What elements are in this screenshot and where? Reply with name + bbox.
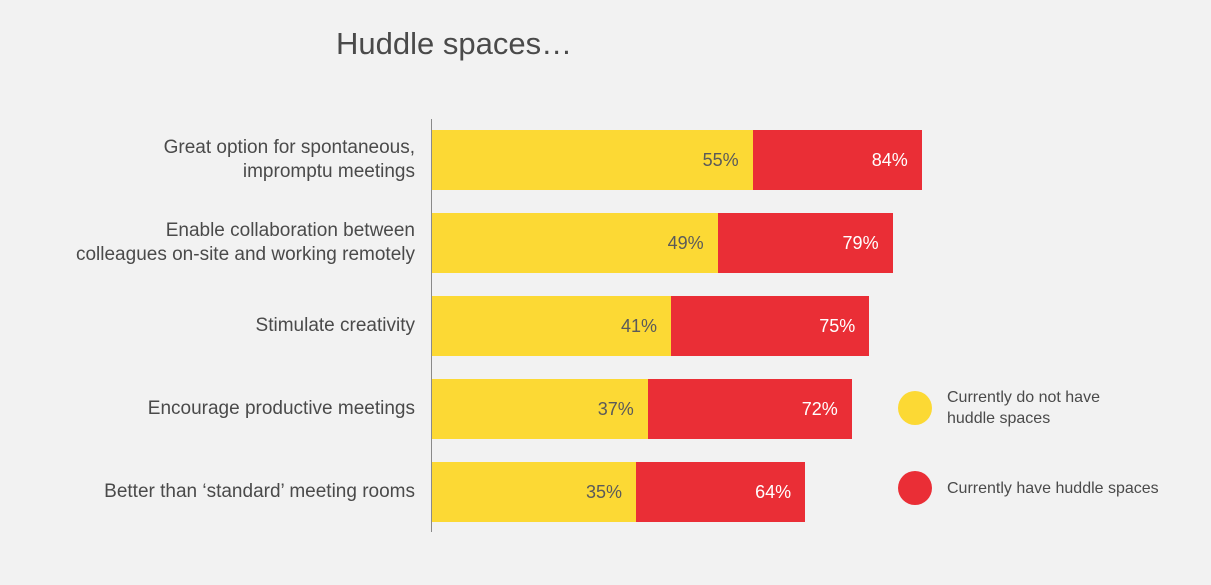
data-label: 41% <box>621 316 658 336</box>
bar-segment-has-huddle <box>717 213 893 273</box>
legend-swatch <box>898 391 932 425</box>
bar-segment-no-huddle <box>432 379 648 439</box>
bar-segment-has-huddle <box>671 296 870 356</box>
legend-label: Currently have huddle spaces <box>947 479 1159 497</box>
bar-segment-has-huddle <box>647 379 852 439</box>
data-label: 64% <box>755 482 792 502</box>
bar-segment-no-huddle <box>432 462 637 522</box>
category-label: Enable collaboration between colleagues … <box>75 220 415 265</box>
data-label: 79% <box>842 233 879 253</box>
bar-segment-has-huddle <box>752 130 922 190</box>
bar-segment-no-huddle <box>432 130 753 190</box>
legend-swatch <box>898 471 932 505</box>
data-label: 35% <box>586 482 623 502</box>
data-label: 75% <box>819 316 856 336</box>
data-label: 37% <box>597 399 634 419</box>
category-label: Stimulate creativity <box>255 315 415 336</box>
category-label: Great option for spontaneous, impromptu … <box>163 137 415 182</box>
bar-segment-no-huddle <box>432 296 672 356</box>
bar-segment-no-huddle <box>432 213 718 273</box>
data-label: 55% <box>702 150 739 170</box>
data-label: 84% <box>871 150 908 170</box>
category-label: Encourage productive meetings <box>147 398 415 419</box>
chart-title: Huddle spaces… <box>336 26 573 61</box>
data-label: 49% <box>667 233 704 253</box>
data-label: 72% <box>801 399 838 419</box>
category-axis-line <box>431 119 432 532</box>
legend-label: Currently do not have huddle spaces <box>947 389 1100 427</box>
category-label: Better than ‘standard’ meeting rooms <box>104 481 415 502</box>
bar-segment-has-huddle <box>636 462 806 522</box>
